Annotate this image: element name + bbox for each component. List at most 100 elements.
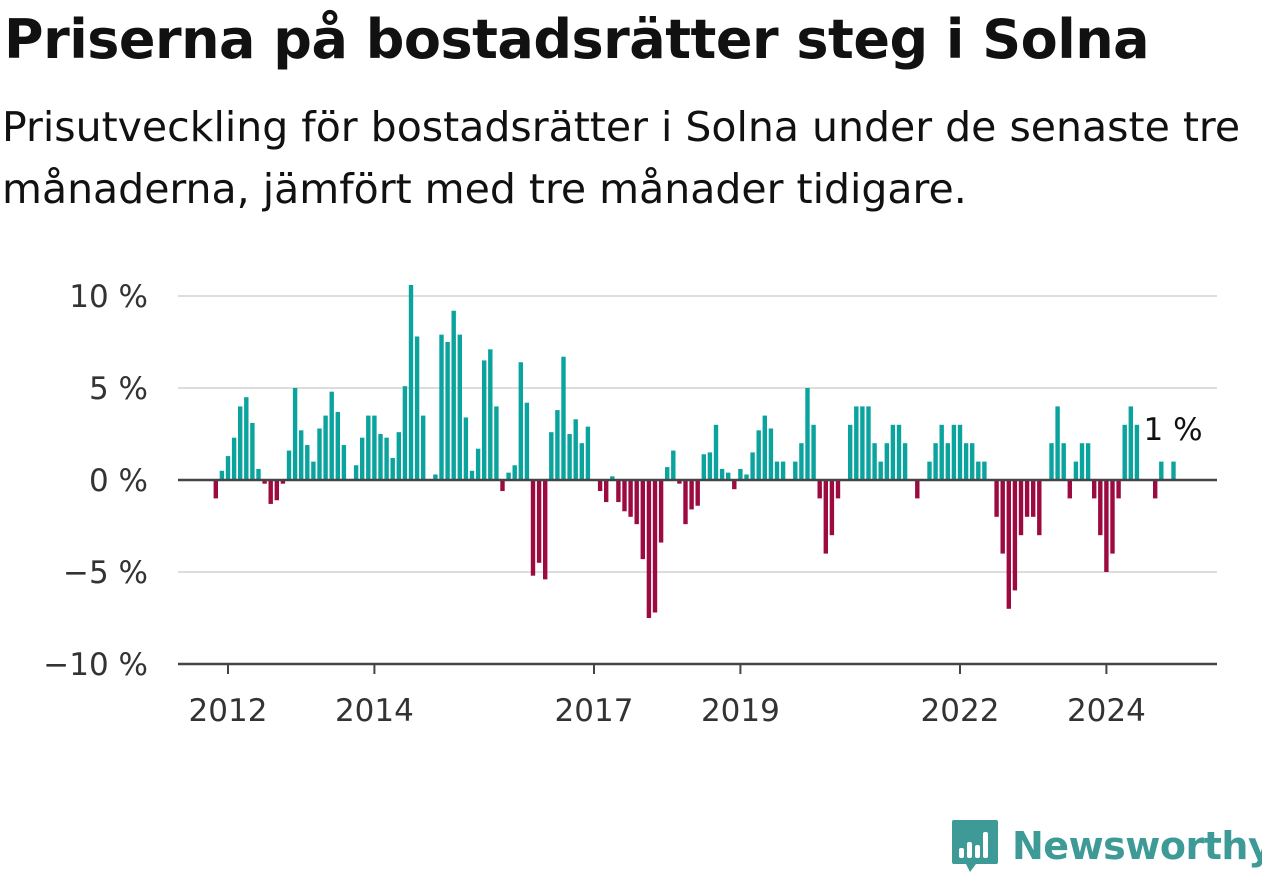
bar [811, 424, 816, 480]
bar [402, 386, 408, 480]
chart-subtitle: Prisutveckling för bostadsrätter i Solna… [2, 103, 1241, 213]
bar [805, 388, 810, 480]
bar [1122, 424, 1127, 480]
bar [512, 465, 517, 480]
bar [902, 443, 908, 480]
bar [604, 480, 609, 503]
bar [1012, 480, 1018, 591]
bar [1061, 443, 1066, 480]
y-tick-label: 0 % [89, 463, 148, 499]
bar [274, 480, 279, 501]
bar [317, 428, 322, 480]
x-tick-label: 2022 [921, 693, 1000, 729]
newsworthy-logo-icon [952, 820, 998, 872]
bar [884, 443, 889, 480]
chart-title: Priserna på bostadsrätter steg i Solna [4, 8, 1150, 71]
bar [1000, 480, 1005, 554]
bar [329, 391, 334, 480]
x-tick-label: 2014 [335, 693, 414, 729]
bar [378, 434, 383, 480]
bar [652, 480, 658, 613]
bar [323, 415, 328, 480]
bar [506, 472, 511, 480]
bar [719, 468, 725, 480]
bar [1098, 480, 1103, 536]
bar [1031, 480, 1036, 517]
bar [451, 310, 456, 480]
bar [1079, 443, 1085, 480]
bar [835, 480, 841, 499]
bar [799, 443, 804, 480]
bar [579, 443, 584, 480]
bar [872, 443, 877, 480]
bar [1104, 480, 1109, 572]
bar [390, 457, 395, 480]
newsworthy-brand[interactable]: Newsworthy [950, 818, 1262, 874]
bar [494, 406, 499, 480]
bar [500, 480, 505, 492]
bar [292, 388, 298, 480]
bar [671, 450, 676, 480]
bar [1116, 480, 1121, 499]
bar [372, 415, 377, 480]
bar [597, 480, 603, 492]
bar [353, 465, 359, 480]
bar [262, 480, 267, 484]
bar [225, 456, 231, 480]
bar [1018, 480, 1024, 536]
bar [311, 461, 316, 480]
bar [823, 480, 828, 554]
x-tick-label: 2017 [555, 693, 634, 729]
bar [530, 480, 536, 576]
bar [860, 406, 865, 480]
bar [268, 480, 273, 504]
bar [658, 480, 664, 543]
bar [1153, 480, 1158, 499]
bar [963, 443, 969, 480]
bar [482, 360, 487, 480]
bar [250, 422, 255, 480]
bar [982, 461, 987, 480]
y-tick-label: −10 % [43, 647, 148, 683]
bar [665, 467, 670, 480]
bar [238, 406, 243, 480]
brand-name: Newsworthy [1012, 824, 1262, 868]
bar [768, 428, 774, 480]
bar [1067, 480, 1072, 499]
bar [524, 402, 530, 480]
bar [573, 419, 578, 480]
bar [817, 480, 822, 499]
bar [231, 437, 237, 480]
bar [555, 410, 560, 480]
bar [866, 406, 871, 480]
bar [457, 334, 462, 480]
bar [970, 443, 975, 480]
bar [707, 452, 713, 480]
bar [976, 461, 981, 480]
bar [933, 443, 938, 480]
bar [244, 397, 249, 480]
bar [439, 334, 444, 480]
bar [299, 430, 304, 480]
bar [951, 424, 957, 480]
bar [543, 480, 548, 580]
bar [854, 406, 859, 480]
bar [744, 474, 749, 480]
bar [384, 437, 389, 480]
bar [994, 480, 999, 517]
gridlines [178, 295, 1217, 573]
bar [360, 437, 365, 480]
bar [1159, 461, 1164, 480]
x-tick-label: 2012 [189, 693, 268, 729]
bar [945, 443, 950, 480]
y-tick-label: −5 % [63, 555, 148, 591]
bar-series [213, 284, 1176, 618]
bar [713, 424, 719, 480]
bar [1037, 480, 1042, 536]
bar [1110, 480, 1115, 554]
bar [1085, 443, 1091, 480]
bar [518, 362, 523, 480]
bar [762, 415, 767, 480]
bar [366, 415, 371, 480]
